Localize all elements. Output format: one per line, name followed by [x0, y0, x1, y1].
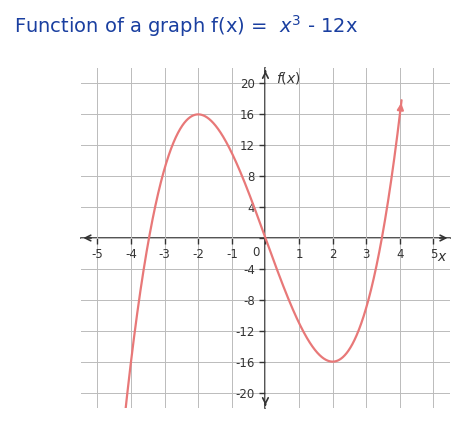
Text: 0: 0: [252, 246, 259, 259]
Text: Function of a graph f(x) =  $x^3$ - 12x: Function of a graph f(x) = $x^3$ - 12x: [14, 13, 358, 39]
Text: x: x: [438, 249, 446, 264]
Text: $f(x)$: $f(x)$: [275, 70, 300, 85]
